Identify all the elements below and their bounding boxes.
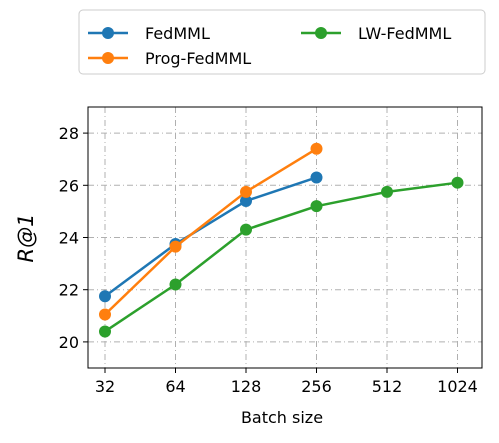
x-tick-label: 1024 [437,377,478,396]
x-tick-label: 32 [95,377,115,396]
y-axis-label: R@1 [14,214,38,263]
data-point-lw-fedmml [381,185,393,198]
x-tick-label: 128 [231,377,262,396]
x-axis-label: Batch size [241,408,323,427]
y-tick-label: 26 [59,176,79,195]
legend-items: FedMML Prog-FedMML LW-FedMML [88,24,451,68]
series-line-fedmml [104,176,317,298]
legend-frame [78,9,486,75]
legend-item-lw-fedmml: LW-FedMML [301,24,451,43]
data-point-fedmml [240,194,252,207]
data-point-prog-fedmml [169,240,182,253]
data-point-lw-fedmml [99,325,111,338]
x-tick-label: 64 [165,377,185,396]
x-tick-label: 512 [372,377,403,396]
data-point-lw-fedmml [310,200,323,213]
x-tick-label: 256 [301,377,332,396]
data-point-prog-fedmml [99,308,111,321]
data-point-lw-fedmml [169,278,182,291]
legend-item-prog-fedmml: Prog-FedMML [88,49,251,68]
legend-marker [102,52,114,64]
data-point-lw-fedmml [240,223,252,236]
y-tick-label: 28 [59,124,79,143]
legend: FedMML Prog-FedMML LW-FedMML [78,9,486,75]
legend-marker [315,27,327,39]
y-tick-label: 24 [59,229,79,248]
y-tick-label: 20 [59,333,79,352]
series-line-lw-fedmml [104,181,458,333]
series-lw-fedmml [99,176,464,338]
data-point-lw-fedmml [451,176,464,189]
legend-label: FedMML [145,24,210,43]
series-prog-fedmml [99,142,323,321]
series-line-prog-fedmml [104,147,318,316]
legend-item-fedmml: FedMML [88,24,210,43]
legend-marker [102,27,114,39]
legend-label: Prog-FedMML [145,49,251,68]
y-tick-label: 22 [59,281,79,300]
series-group [99,142,464,338]
data-point-prog-fedmml [310,142,323,155]
legend-label: LW-FedMML [358,24,451,43]
y-axis-ticks: 20 22 24 26 28 [59,124,88,352]
x-axis-ticks: 32 64 128 256 512 1024 [95,368,478,396]
data-point-fedmml [99,290,111,303]
data-point-fedmml [310,171,323,184]
gridlines [88,107,482,368]
data-point-prog-fedmml [240,185,252,198]
